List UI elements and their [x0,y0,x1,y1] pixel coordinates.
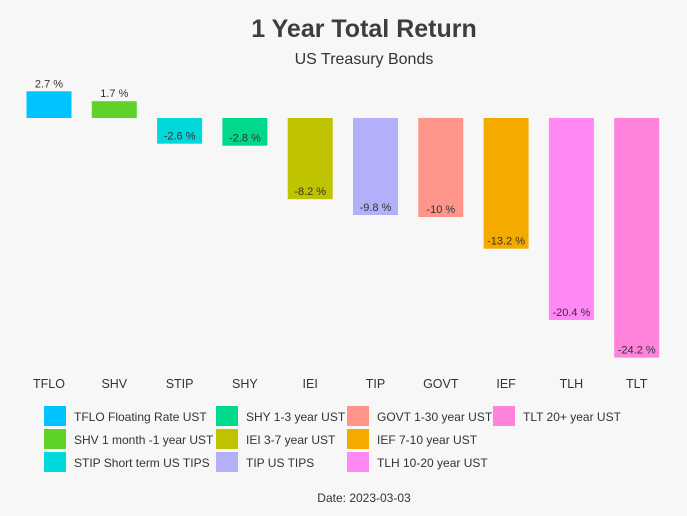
bar-stip [157,118,203,144]
legend-swatch-tlh [347,452,369,472]
category-label-tip: TIP [366,377,385,391]
category-label-tlh: TLH [560,377,584,391]
bar-tlh [548,118,594,320]
legend-swatch-tflo [44,406,66,426]
legend-label-tip: TIP US TIPS [246,456,314,470]
legend-label-stip: STIP Short term US TIPS [74,456,210,470]
data-label-shy: -2.8 % [229,133,261,145]
data-label-tlt: -24.2 % [618,345,656,357]
legend-swatch-tlt [493,406,515,426]
category-label-ief: IEF [496,377,516,391]
bars-group [26,91,660,358]
legend-swatch-govt [347,406,369,426]
chart-title: 1 Year Total Return [251,15,477,43]
legend-label-tlt: TLT 20+ year UST [523,410,622,424]
data-label-shv: 1.7 % [100,88,128,100]
legend-swatch-iei [216,429,238,449]
bar-tlt [614,118,660,358]
legend-label-tflo: TFLO Floating Rate UST [74,410,207,424]
legend-label-govt: GOVT 1-30 year UST [377,410,493,424]
category-label-shv: SHV [101,377,127,391]
category-label-stip: STIP [166,377,194,391]
bar-shv [91,101,137,118]
bar-govt [418,118,464,217]
data-label-iei: -8.2 % [294,186,326,198]
category-label-govt: GOVT [423,377,459,391]
legend-swatch-tip [216,452,238,472]
bar-iei [287,118,333,200]
category-label-tlt: TLT [626,377,648,391]
date-footer: Date: 2023-03-03 [317,491,411,505]
category-label-tflo: TFLO [33,377,65,391]
legend-label-iei: IEI 3-7 year UST [246,433,336,447]
bar-tflo [26,91,72,118]
bar-ief [483,118,529,249]
legend-swatch-stip [44,452,66,472]
legend-label-tlh: TLH 10-20 year UST [377,456,488,470]
category-labels-group: TFLO SHV STIP SHY IEI TIP GOVT IEF TLH TLT [33,377,648,391]
legend: TFLO Floating Rate UST SHV 1 month -1 yea… [44,406,622,472]
data-label-govt: -10 % [426,204,455,216]
category-label-iei: IEI [303,377,318,391]
data-label-stip: -2.6 % [164,131,196,143]
legend-swatch-shy [216,406,238,426]
legend-label-ief: IEF 7-10 year UST [377,433,478,447]
bar-labels-group: 2.7 % 1.7 % -2.6 % -2.8 % -8.2 % -9.8 % -10 % -… [35,78,656,356]
data-label-tlh: -20.4 % [552,307,590,319]
category-label-shy: SHY [232,377,258,391]
legend-swatch-shv [44,429,66,449]
legend-label-shy: SHY 1-3 year UST [246,410,346,424]
data-label-tflo: 2.7 % [35,78,63,90]
data-label-ief: -13.2 % [487,236,525,248]
chart-subtitle: US Treasury Bonds [295,51,434,68]
bar-tip [353,118,398,215]
bar-shy [222,118,268,146]
legend-swatch-ief [347,429,369,449]
data-label-tip: -9.8 % [360,202,392,214]
legend-label-shv: SHV 1 month -1 year UST [74,433,214,447]
